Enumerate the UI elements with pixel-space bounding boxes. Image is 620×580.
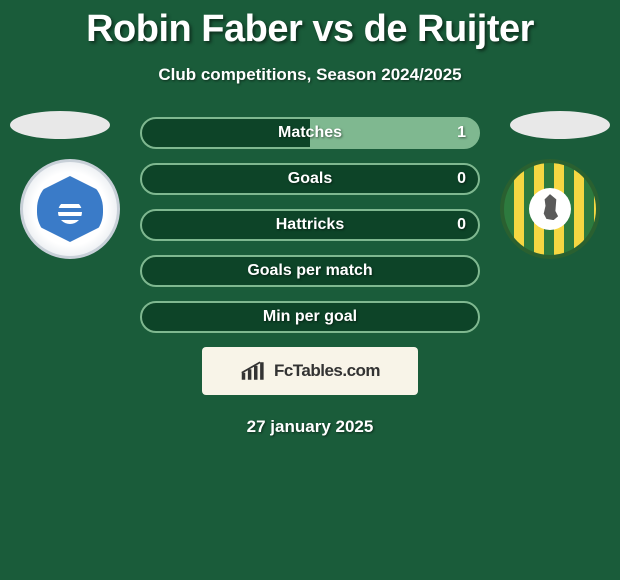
stat-label: Hattricks [276, 216, 344, 234]
stat-value-right: 0 [457, 216, 466, 234]
stat-row: Goals per match [140, 255, 480, 287]
brand-badge: FcTables.com [202, 347, 418, 395]
stat-row: Goals 0 [140, 163, 480, 195]
stat-label: Goals [288, 170, 332, 188]
stats-list: Matches 1 Goals 0 Hattricks 0 Goals per match M… [140, 117, 480, 333]
stat-value-right: 1 [457, 124, 466, 142]
stat-value-right: 0 [457, 170, 466, 188]
club-badge-right [500, 159, 600, 259]
date-label: 27 january 2025 [0, 417, 620, 437]
comparison-area: Matches 1 Goals 0 Hattricks 0 Goals per match M… [0, 117, 620, 333]
page-title: Robin Faber vs de Ruijter [0, 0, 620, 51]
brand-text: FcTables.com [274, 361, 380, 381]
stat-row: Matches 1 [140, 117, 480, 149]
stat-label: Min per goal [263, 308, 357, 326]
stat-label: Matches [278, 124, 342, 142]
stat-row: Min per goal [140, 301, 480, 333]
stat-label: Goals per match [247, 262, 372, 280]
club-badge-left [20, 159, 120, 259]
stat-row: Hattricks 0 [140, 209, 480, 241]
player-photo-right [510, 111, 610, 139]
player-photo-left [10, 111, 110, 139]
chart-icon [240, 360, 268, 382]
subtitle: Club competitions, Season 2024/2025 [0, 65, 620, 85]
